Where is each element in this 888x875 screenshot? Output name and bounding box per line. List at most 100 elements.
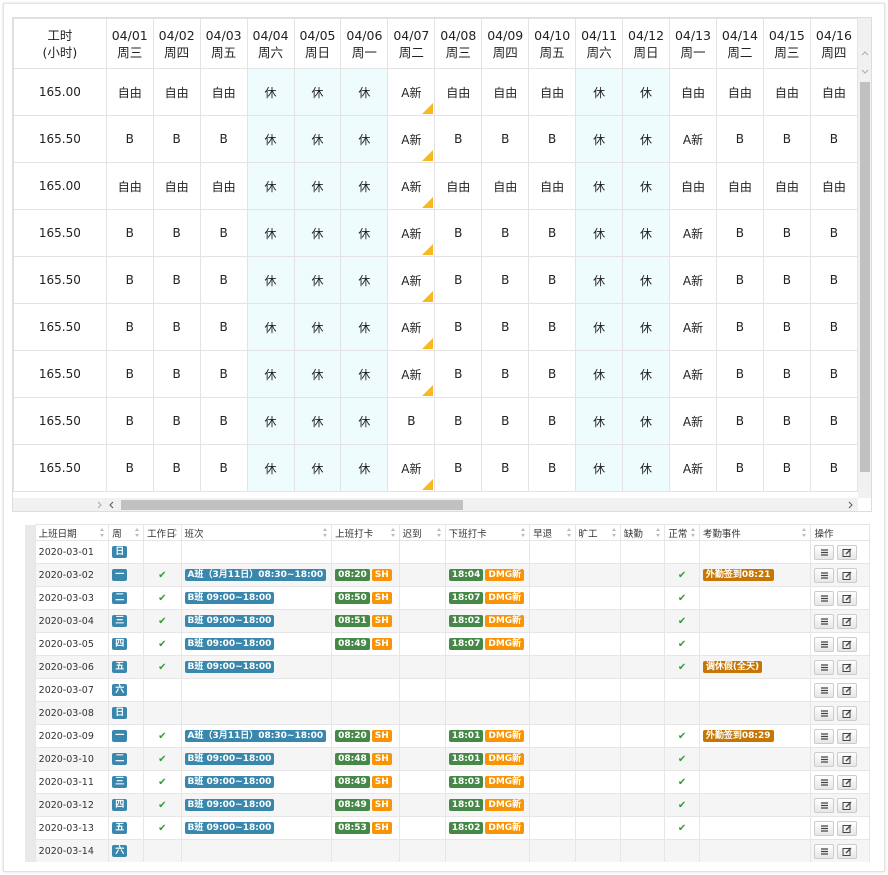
column-header[interactable]: 旷工 (574, 524, 621, 541)
shift-cell[interactable]: B (434, 303, 483, 351)
shift-cell[interactable]: 休 (340, 115, 389, 163)
shift-cell[interactable]: A新 (387, 256, 436, 304)
shift-cell[interactable]: B (152, 350, 201, 398)
shift-cell[interactable]: B (528, 350, 577, 398)
column-header[interactable]: 上班打卡 (331, 524, 400, 541)
shift-cell[interactable]: B (809, 256, 858, 304)
list-button[interactable] (814, 659, 835, 675)
shift-cell[interactable]: B (809, 350, 858, 398)
shift-cell[interactable]: 自由 (809, 162, 858, 210)
shift-cell[interactable]: 休 (340, 350, 389, 398)
shift-cell[interactable]: A新 (387, 162, 436, 210)
column-header[interactable]: 下班打卡 (444, 524, 531, 541)
shift-cell[interactable]: A新 (669, 256, 717, 304)
shift-cell[interactable]: 休 (575, 162, 624, 210)
vertical-scrollbar[interactable] (858, 18, 871, 498)
shift-cell[interactable]: B (809, 444, 858, 492)
shift-cell[interactable]: 休 (293, 397, 342, 445)
shift-cell[interactable]: A新 (669, 115, 717, 163)
column-header[interactable]: 迟到 (398, 524, 446, 541)
shift-cell[interactable]: 自由 (762, 68, 811, 116)
edit-button[interactable] (837, 567, 858, 583)
shift-cell[interactable]: B (105, 303, 154, 351)
shift-cell[interactable]: 休 (340, 162, 389, 210)
shift-cell[interactable]: B (199, 397, 248, 445)
edit-button[interactable] (837, 544, 858, 560)
list-button[interactable] (814, 820, 835, 836)
list-button[interactable] (814, 682, 835, 698)
shift-cell[interactable]: A新 (669, 350, 717, 398)
shift-cell[interactable]: B (152, 444, 201, 492)
scroll-thumb[interactable] (860, 82, 870, 472)
shift-cell[interactable]: 自由 (762, 162, 811, 210)
shift-cell[interactable]: 自由 (528, 162, 577, 210)
shift-cell[interactable]: 休 (340, 444, 389, 492)
shift-cell[interactable]: 休 (246, 209, 295, 257)
shift-cell[interactable]: 休 (575, 444, 624, 492)
shift-cell[interactable]: B (762, 397, 811, 445)
edit-button[interactable] (837, 728, 858, 744)
shift-cell[interactable]: 休 (293, 256, 342, 304)
shift-cell[interactable]: B (809, 209, 858, 257)
shift-cell[interactable]: B (105, 397, 154, 445)
shift-cell[interactable]: B (762, 115, 811, 163)
shift-cell[interactable]: A新 (669, 397, 717, 445)
edit-button[interactable] (837, 682, 858, 698)
shift-cell[interactable]: B (387, 397, 436, 445)
shift-cell[interactable]: 休 (622, 350, 670, 398)
shift-cell[interactable]: 休 (622, 209, 670, 257)
shift-cell[interactable]: 休 (246, 350, 295, 398)
column-header[interactable]: 正常 (664, 524, 700, 541)
shift-cell[interactable]: 休 (622, 397, 670, 445)
shift-cell[interactable]: 自由 (669, 162, 717, 210)
shift-cell[interactable]: 休 (246, 256, 295, 304)
edit-button[interactable] (837, 774, 858, 790)
column-header[interactable]: 早退 (529, 524, 576, 541)
shift-cell[interactable]: A新 (387, 115, 436, 163)
shift-cell[interactable]: 休 (293, 162, 342, 210)
scroll-thumb[interactable] (121, 500, 463, 510)
shift-cell[interactable]: 休 (622, 68, 670, 116)
shift-cell[interactable]: B (762, 256, 811, 304)
shift-cell[interactable]: B (528, 303, 577, 351)
shift-cell[interactable]: B (481, 303, 530, 351)
list-button[interactable] (814, 843, 835, 859)
shift-cell[interactable]: 休 (622, 256, 670, 304)
shift-cell[interactable]: B (105, 444, 154, 492)
shift-cell[interactable]: 休 (575, 303, 624, 351)
shift-cell[interactable]: 休 (575, 256, 624, 304)
shift-cell[interactable]: B (762, 444, 811, 492)
shift-cell[interactable]: 休 (340, 397, 389, 445)
shift-cell[interactable]: 休 (340, 256, 389, 304)
shift-cell[interactable]: 自由 (105, 68, 154, 116)
list-button[interactable] (814, 636, 835, 652)
shift-cell[interactable]: B (199, 444, 248, 492)
shift-cell[interactable]: B (152, 115, 201, 163)
shift-cell[interactable]: 自由 (715, 68, 764, 116)
shift-cell[interactable]: B (481, 350, 530, 398)
shift-cell[interactable]: 休 (246, 303, 295, 351)
shift-cell[interactable]: 休 (622, 162, 670, 210)
shift-cell[interactable]: 自由 (528, 68, 577, 116)
shift-cell[interactable]: B (715, 444, 764, 492)
edit-button[interactable] (837, 843, 858, 859)
shift-cell[interactable]: B (762, 350, 811, 398)
shift-cell[interactable]: B (481, 209, 530, 257)
column-header[interactable]: 班次 (180, 524, 333, 541)
shift-cell[interactable]: 自由 (809, 68, 858, 116)
list-button[interactable] (814, 613, 835, 629)
list-button[interactable] (814, 797, 835, 813)
shift-cell[interactable]: 休 (293, 209, 342, 257)
edit-button[interactable] (837, 590, 858, 606)
column-header[interactable]: 考勤事件 (698, 524, 812, 541)
shift-cell[interactable]: 休 (575, 397, 624, 445)
horizontal-scrollbar[interactable] (13, 498, 858, 511)
shift-cell[interactable]: 休 (340, 303, 389, 351)
shift-cell[interactable]: B (528, 397, 577, 445)
shift-cell[interactable]: B (152, 209, 201, 257)
shift-cell[interactable]: 休 (575, 350, 624, 398)
shift-cell[interactable]: B (715, 115, 764, 163)
shift-cell[interactable]: A新 (387, 303, 436, 351)
shift-cell[interactable]: B (715, 350, 764, 398)
shift-cell[interactable]: B (762, 209, 811, 257)
